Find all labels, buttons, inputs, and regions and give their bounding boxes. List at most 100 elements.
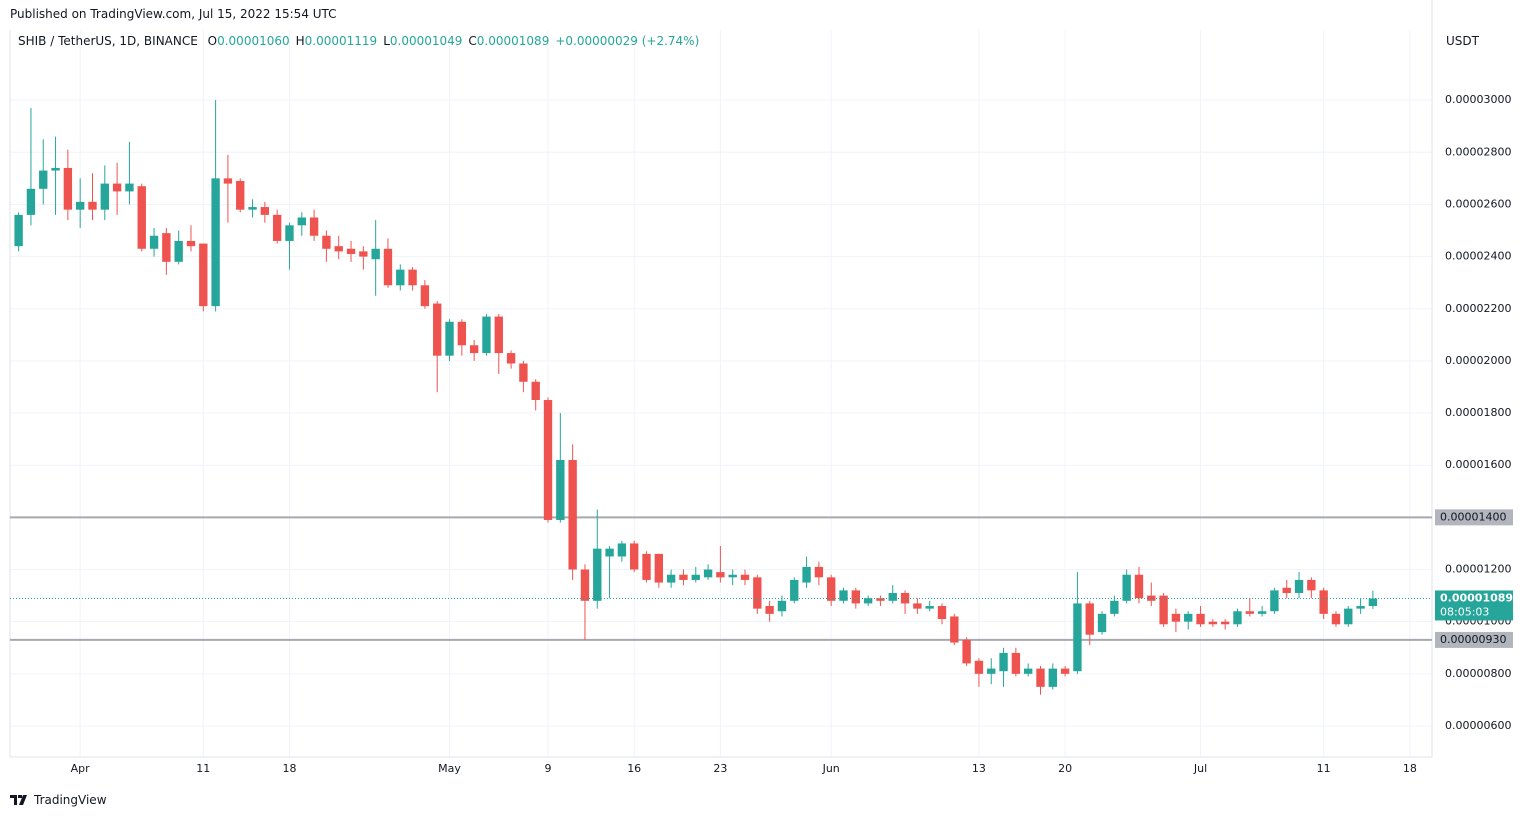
y-tick-label: 0.00002800: [1445, 145, 1511, 158]
candle-body: [605, 548, 614, 557]
x-tick-label: 23: [713, 762, 727, 775]
candle-body: [851, 590, 860, 604]
level-price-box: [1435, 631, 1513, 648]
candle-body: [1307, 579, 1316, 591]
candle-body: [937, 606, 947, 620]
candle-body: [1331, 613, 1341, 625]
candle-body: [1159, 595, 1168, 625]
candle-body: [777, 600, 787, 612]
candle-body: [1097, 613, 1107, 633]
candle-body: [1294, 579, 1304, 593]
candle-body: [469, 345, 479, 354]
y-tick-label: 0.00002000: [1445, 354, 1511, 367]
x-tick-label: 11: [196, 762, 210, 775]
candle-body: [26, 188, 36, 215]
candle-body: [974, 660, 984, 674]
candle-body: [1073, 603, 1082, 672]
symbol-legend: SHIB / TetherUS, 1D, BINANCE O0.00001060…: [18, 34, 699, 48]
candle-body: [888, 592, 897, 601]
candle-body: [900, 592, 910, 604]
candle-body: [1060, 668, 1070, 674]
candle-body: [75, 201, 85, 210]
candle-body: [1270, 590, 1279, 612]
x-tick-label: 11: [1317, 762, 1331, 775]
y-tick-label: 0.00001200: [1445, 563, 1511, 576]
candle-body: [1036, 668, 1045, 687]
candle-body: [285, 225, 294, 241]
candle-body: [925, 606, 934, 609]
candle-body: [691, 574, 700, 580]
candle-body: [666, 574, 676, 583]
candle-body: [740, 574, 750, 580]
candle-body: [1356, 606, 1365, 609]
candle-body: [371, 248, 380, 260]
x-tick-label: 18: [282, 762, 296, 775]
legend-value: 0.00001089: [476, 34, 550, 48]
candle-body: [445, 321, 454, 356]
published-header: Published on TradingView.com, Jul 15, 20…: [10, 7, 337, 21]
candle-body: [51, 167, 60, 171]
candle-body: [753, 577, 762, 609]
candle-body: [642, 553, 651, 580]
candle-body: [999, 652, 1008, 672]
candle-body: [383, 248, 393, 286]
candle-body: [1023, 668, 1033, 674]
candle-body: [322, 235, 331, 249]
candle-body: [334, 246, 343, 252]
candle-body: [679, 574, 688, 580]
candle-body: [408, 269, 417, 286]
candle-body: [297, 217, 306, 226]
axis-unit: USDT: [1446, 34, 1479, 48]
candle-body: [1245, 611, 1254, 614]
candle-body: [1122, 574, 1131, 601]
legend-key: O: [207, 34, 218, 48]
candle-body: [396, 269, 405, 286]
candle-body: [863, 598, 873, 604]
legend-key: L: [383, 34, 390, 48]
candle-body: [950, 616, 959, 643]
candle-body: [457, 321, 467, 346]
x-tick-label: Jun: [822, 762, 840, 775]
candle-body: [174, 240, 183, 262]
candle-body: [1184, 613, 1193, 622]
y-tick-label: 0.00002400: [1445, 250, 1511, 263]
candle-body: [593, 548, 602, 601]
candle-body: [1110, 600, 1119, 614]
candle-body: [39, 170, 48, 189]
candle-body: [543, 400, 553, 520]
candle-body: [88, 201, 97, 210]
candle-body: [987, 668, 996, 674]
y-tick-label: 0.00000800: [1445, 667, 1511, 680]
candle-body: [1282, 587, 1291, 593]
candle-body: [433, 303, 442, 356]
candle-body: [703, 569, 713, 578]
level-price-box: [1435, 509, 1513, 526]
x-tick-label: 18: [1403, 762, 1417, 775]
x-tick-label: 9: [545, 762, 552, 775]
candle-body: [716, 572, 725, 578]
candle-body: [63, 167, 73, 210]
candle-body: [506, 353, 516, 364]
candle-body: [14, 214, 23, 247]
y-tick-label: 0.00000600: [1445, 719, 1511, 732]
x-tick-label: Apr: [71, 762, 91, 775]
candle-body: [149, 235, 159, 249]
candle-body: [876, 598, 885, 601]
candle-body: [260, 207, 270, 215]
candle-body: [346, 248, 356, 254]
legend-value: 0.00001049: [389, 34, 463, 48]
candle-body: [1085, 603, 1094, 635]
level-price-label: 0.00001400: [1440, 510, 1506, 523]
candle-body: [617, 543, 627, 557]
footer-text: TradingView: [34, 793, 107, 807]
candle-body: [1048, 668, 1057, 687]
candle-body: [211, 178, 220, 307]
candle-body: [1196, 613, 1205, 625]
logo: [10, 795, 27, 805]
candle-body: [556, 459, 565, 520]
candle-body: [199, 243, 208, 307]
candle-body: [1147, 595, 1156, 601]
candle-body: [112, 183, 122, 192]
